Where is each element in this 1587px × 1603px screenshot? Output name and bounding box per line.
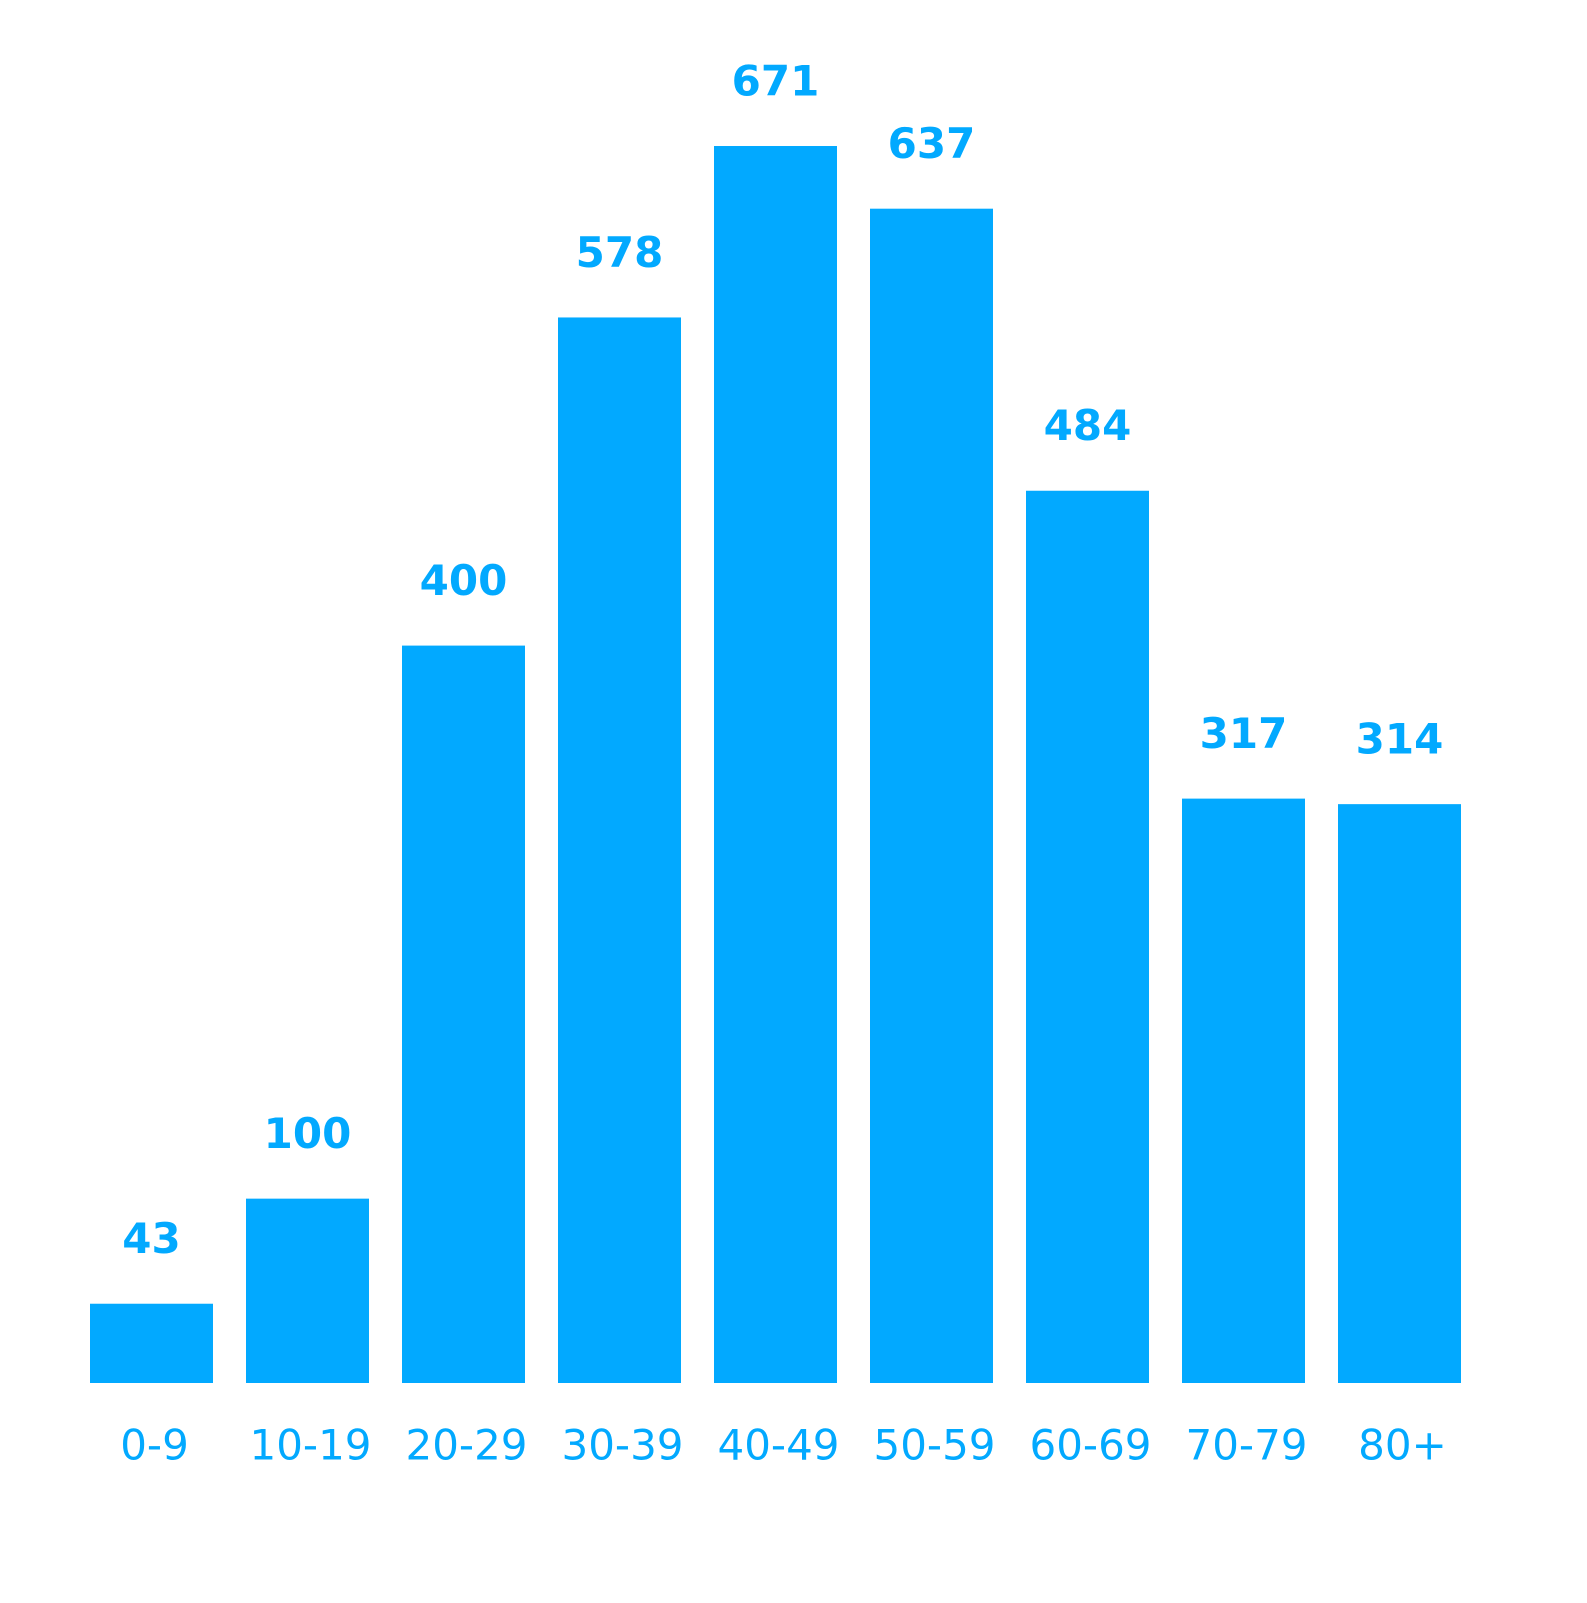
bar (246, 1198, 369, 1383)
bar (402, 645, 525, 1383)
x-tick-label: 50-59 (873, 1421, 995, 1470)
bar (1182, 798, 1305, 1383)
bar (714, 146, 837, 1384)
value-label: 100 (264, 1109, 352, 1158)
x-tick-label: 40-49 (717, 1421, 839, 1470)
value-label: 484 (1044, 401, 1132, 450)
value-label: 578 (576, 228, 664, 277)
bar (1026, 490, 1149, 1384)
value-label: 637 (888, 119, 976, 168)
bar (870, 208, 993, 1383)
value-label: 43 (122, 1214, 180, 1263)
x-tick-label: 80+ (1358, 1421, 1447, 1470)
value-label: 400 (420, 556, 508, 605)
x-tick-label: 30-39 (561, 1421, 683, 1470)
x-tick-label: 10-19 (249, 1421, 371, 1470)
x-tick-label: 70-79 (1185, 1421, 1307, 1470)
value-label: 671 (732, 57, 820, 106)
x-tick-label: 60-69 (1029, 1421, 1151, 1470)
bar (90, 1303, 213, 1383)
value-label: 314 (1356, 715, 1444, 764)
bar (558, 317, 681, 1383)
value-label: 317 (1200, 709, 1288, 758)
x-tick-label: 0-9 (120, 1421, 189, 1470)
x-tick-label: 20-29 (405, 1421, 527, 1470)
bar (1338, 804, 1461, 1383)
